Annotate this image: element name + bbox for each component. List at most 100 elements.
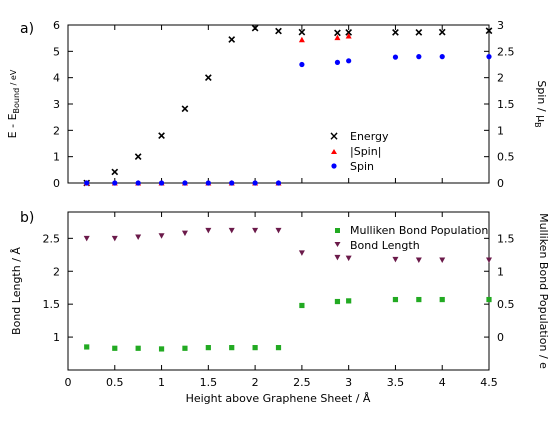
spin-point <box>229 180 235 186</box>
mulliken-bond-population-point <box>299 302 305 309</box>
legend-bond-length-marker <box>334 242 341 247</box>
energy-point <box>181 105 189 113</box>
y2-tick-label: 1 <box>497 265 504 278</box>
bond-length-point <box>345 255 352 262</box>
y2-tick-label: 1.5 <box>497 232 515 245</box>
bond-length-point <box>439 257 446 264</box>
bond-length-point <box>135 234 142 241</box>
panel-a-right-axis-label: Spin / μB <box>533 80 548 127</box>
spin-point <box>439 54 445 60</box>
bond-length-point <box>181 230 188 237</box>
y2-tick-label: 3 <box>497 19 504 32</box>
energy-point <box>275 27 282 35</box>
x-tick-label: 3.5 <box>387 376 405 389</box>
x-tick-label: 4.5 <box>480 376 498 389</box>
spin-point <box>275 180 282 186</box>
y2-tick-label: 1 <box>497 124 504 137</box>
bond-length-point <box>228 227 235 234</box>
panel-b-x-ticks: 0 0.5 1 1.5 2 2.5 3 3.5 4 4.5 <box>65 212 498 389</box>
bond-length-point <box>275 227 282 234</box>
spin-point <box>112 180 118 186</box>
bond-length-point <box>205 227 212 234</box>
spin-point <box>334 59 341 65</box>
panel-b-left-ticks: 1 1.5 2 2.5 <box>43 232 73 344</box>
panel-b-left-axis-label: Bond Length / Å <box>10 247 23 335</box>
bond-length-point <box>252 227 259 234</box>
spin-point <box>252 180 258 186</box>
y2-tick-label: 0.5 <box>497 298 515 311</box>
mulliken-bond-population-point <box>84 344 90 350</box>
panel-b-frame <box>67 211 490 371</box>
legend-abs-spin-marker <box>331 149 337 154</box>
energy-point <box>158 132 165 139</box>
spin-point <box>135 180 141 186</box>
bond-length-point <box>111 235 118 242</box>
y-tick-label: 0 <box>53 177 60 190</box>
y-tick-label: 1.5 <box>43 298 61 311</box>
panel-a-legend: × Energy |Spin| Spin <box>329 129 389 173</box>
panel-a-marks <box>83 24 493 187</box>
y-tick-label: 6 <box>53 19 60 32</box>
spin-point <box>158 180 165 186</box>
x-tick-label: 0.5 <box>106 376 124 389</box>
mulliken-bond-population-point <box>416 296 422 303</box>
y2-tick-label: 2.5 <box>497 45 515 58</box>
mulliken-bond-population-point <box>392 296 399 303</box>
energy-point <box>485 27 493 35</box>
y2-tick-label: 2 <box>497 72 504 85</box>
y2-tick-label: 0 <box>497 331 504 344</box>
legend-spin-label: Spin <box>350 160 374 173</box>
x-tick-label: 0 <box>65 376 72 389</box>
panel-a-left-axis-label: E - EBound / eV <box>6 69 21 138</box>
mulliken-bond-population-point <box>205 345 211 351</box>
y-tick-label: 2 <box>53 124 60 137</box>
energy-point <box>415 29 423 36</box>
x-tick-label: 3 <box>345 376 352 389</box>
mulliken-bond-population-point <box>229 345 235 351</box>
panel-b-right-axis-label: Mulliken Bond Population / e <box>537 213 550 369</box>
energy-point <box>334 29 341 37</box>
legend-bond-length-label: Bond Length <box>350 239 420 252</box>
spin-point <box>299 61 305 68</box>
y-tick-label: 1 <box>53 151 60 164</box>
y-tick-label: 5 <box>53 45 60 58</box>
spin-point <box>346 58 352 64</box>
legend-mulliken-marker <box>335 228 340 233</box>
y2-tick-label: 0.5 <box>497 151 515 164</box>
mulliken-bond-population-point <box>135 345 141 351</box>
x-axis-label: Height above Graphene Sheet / Å <box>186 392 371 405</box>
energy-point <box>392 29 399 36</box>
legend-mulliken-label: Mulliken Bond Population <box>350 224 488 237</box>
y-tick-label: 1 <box>53 331 60 344</box>
mulliken-bond-population-point <box>439 296 445 303</box>
bond-length-point <box>486 257 492 264</box>
bond-length-point <box>334 254 341 261</box>
bond-length-point <box>298 250 305 256</box>
mulliken-bond-population-point <box>182 345 188 351</box>
energy-point <box>298 28 306 36</box>
panel-a-frame <box>67 24 490 184</box>
y-tick-label: 3 <box>53 98 60 111</box>
bond-length-point <box>415 257 422 264</box>
mulliken-bond-population-point <box>158 346 165 352</box>
y-tick-label: 4 <box>53 72 60 85</box>
y-tick-label: 2 <box>53 265 60 278</box>
spin-point <box>298 36 305 43</box>
legend-abs-spin-label: |Spin| <box>350 145 381 158</box>
legend-spin-marker <box>331 163 337 169</box>
mulliken-bond-population-point <box>252 345 258 351</box>
panel-a-label: a) <box>20 21 34 37</box>
bond-length-point <box>158 233 165 239</box>
energy-point <box>204 74 212 82</box>
y2-tick-label: 1.5 <box>497 98 515 111</box>
spin-point <box>334 34 341 41</box>
mulliken-bond-population-point <box>346 298 352 304</box>
energy-point <box>134 153 142 161</box>
bond-length-point <box>392 256 399 263</box>
x-tick-label: 2.5 <box>293 376 311 389</box>
spin-point <box>416 54 422 60</box>
panel-a-right-ticks: 0 0.5 1 1.5 2 2.5 3 <box>484 19 515 190</box>
energy-point <box>111 168 119 176</box>
panel-b-marks <box>83 227 492 352</box>
energy-point <box>251 24 259 32</box>
